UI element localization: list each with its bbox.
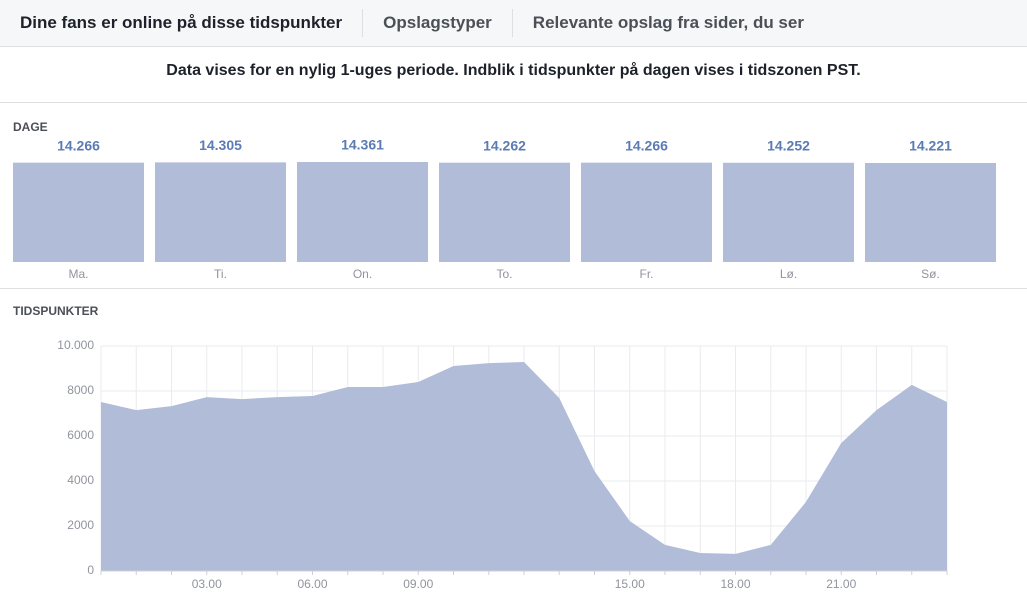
value-label: 14.252 <box>767 137 810 153</box>
tab-bar: Dine fans er online på disse tidspunkter… <box>0 0 1027 47</box>
y-tick-label: 4000 <box>67 473 94 487</box>
y-tick-label: 6000 <box>67 428 94 442</box>
day-label: Fr. <box>640 267 654 281</box>
value-label: 14.221 <box>909 138 952 154</box>
x-tick-label: 18.00 <box>720 577 750 591</box>
x-tick-label: 06.00 <box>297 577 327 591</box>
divider <box>0 288 1027 289</box>
value-label: 14.305 <box>199 137 242 153</box>
x-tick-label: 21.00 <box>826 577 856 591</box>
area <box>101 361 947 571</box>
day-bar <box>865 162 996 262</box>
value-label: 14.266 <box>625 137 668 153</box>
notice: Data vises for en nylig 1-uges periode. … <box>166 62 861 79</box>
y-tick-label: 10.000 <box>57 338 94 352</box>
section-title: DAGE <box>13 120 48 134</box>
section-title: TIDSPUNKTER <box>13 304 99 318</box>
day-label: To. <box>496 267 512 281</box>
x-tick-label: 15.00 <box>615 577 645 591</box>
tab[interactable]: Relevante opslag fra sider, du ser <box>532 13 804 32</box>
x-tick-label: 09.00 <box>403 577 433 591</box>
day-bar <box>439 162 570 262</box>
day-label: Lø. <box>780 267 797 281</box>
x-tick-label: 03.00 <box>192 577 222 591</box>
tab[interactable]: Opslagstyper <box>363 9 513 37</box>
day-bar <box>297 162 428 262</box>
day-bar <box>13 162 144 262</box>
y-tick-label: 8000 <box>67 383 94 397</box>
divider <box>0 102 1027 103</box>
day-label: On. <box>353 267 372 281</box>
tab[interactable]: Dine fans er online på disse tidspunkter <box>0 9 364 37</box>
day-bar <box>155 162 286 262</box>
day-bar <box>723 162 854 262</box>
day-label: Ma. <box>68 267 88 281</box>
day-bar <box>581 162 712 262</box>
value-label: 14.361 <box>341 137 384 153</box>
day-label: Sø. <box>921 267 940 281</box>
value-label: 14.262 <box>483 137 526 153</box>
value-label: 14.266 <box>57 137 100 153</box>
y-tick-label: 2000 <box>67 518 94 532</box>
day-label: Ti. <box>214 267 227 281</box>
y-tick-label: 0 <box>87 563 94 577</box>
